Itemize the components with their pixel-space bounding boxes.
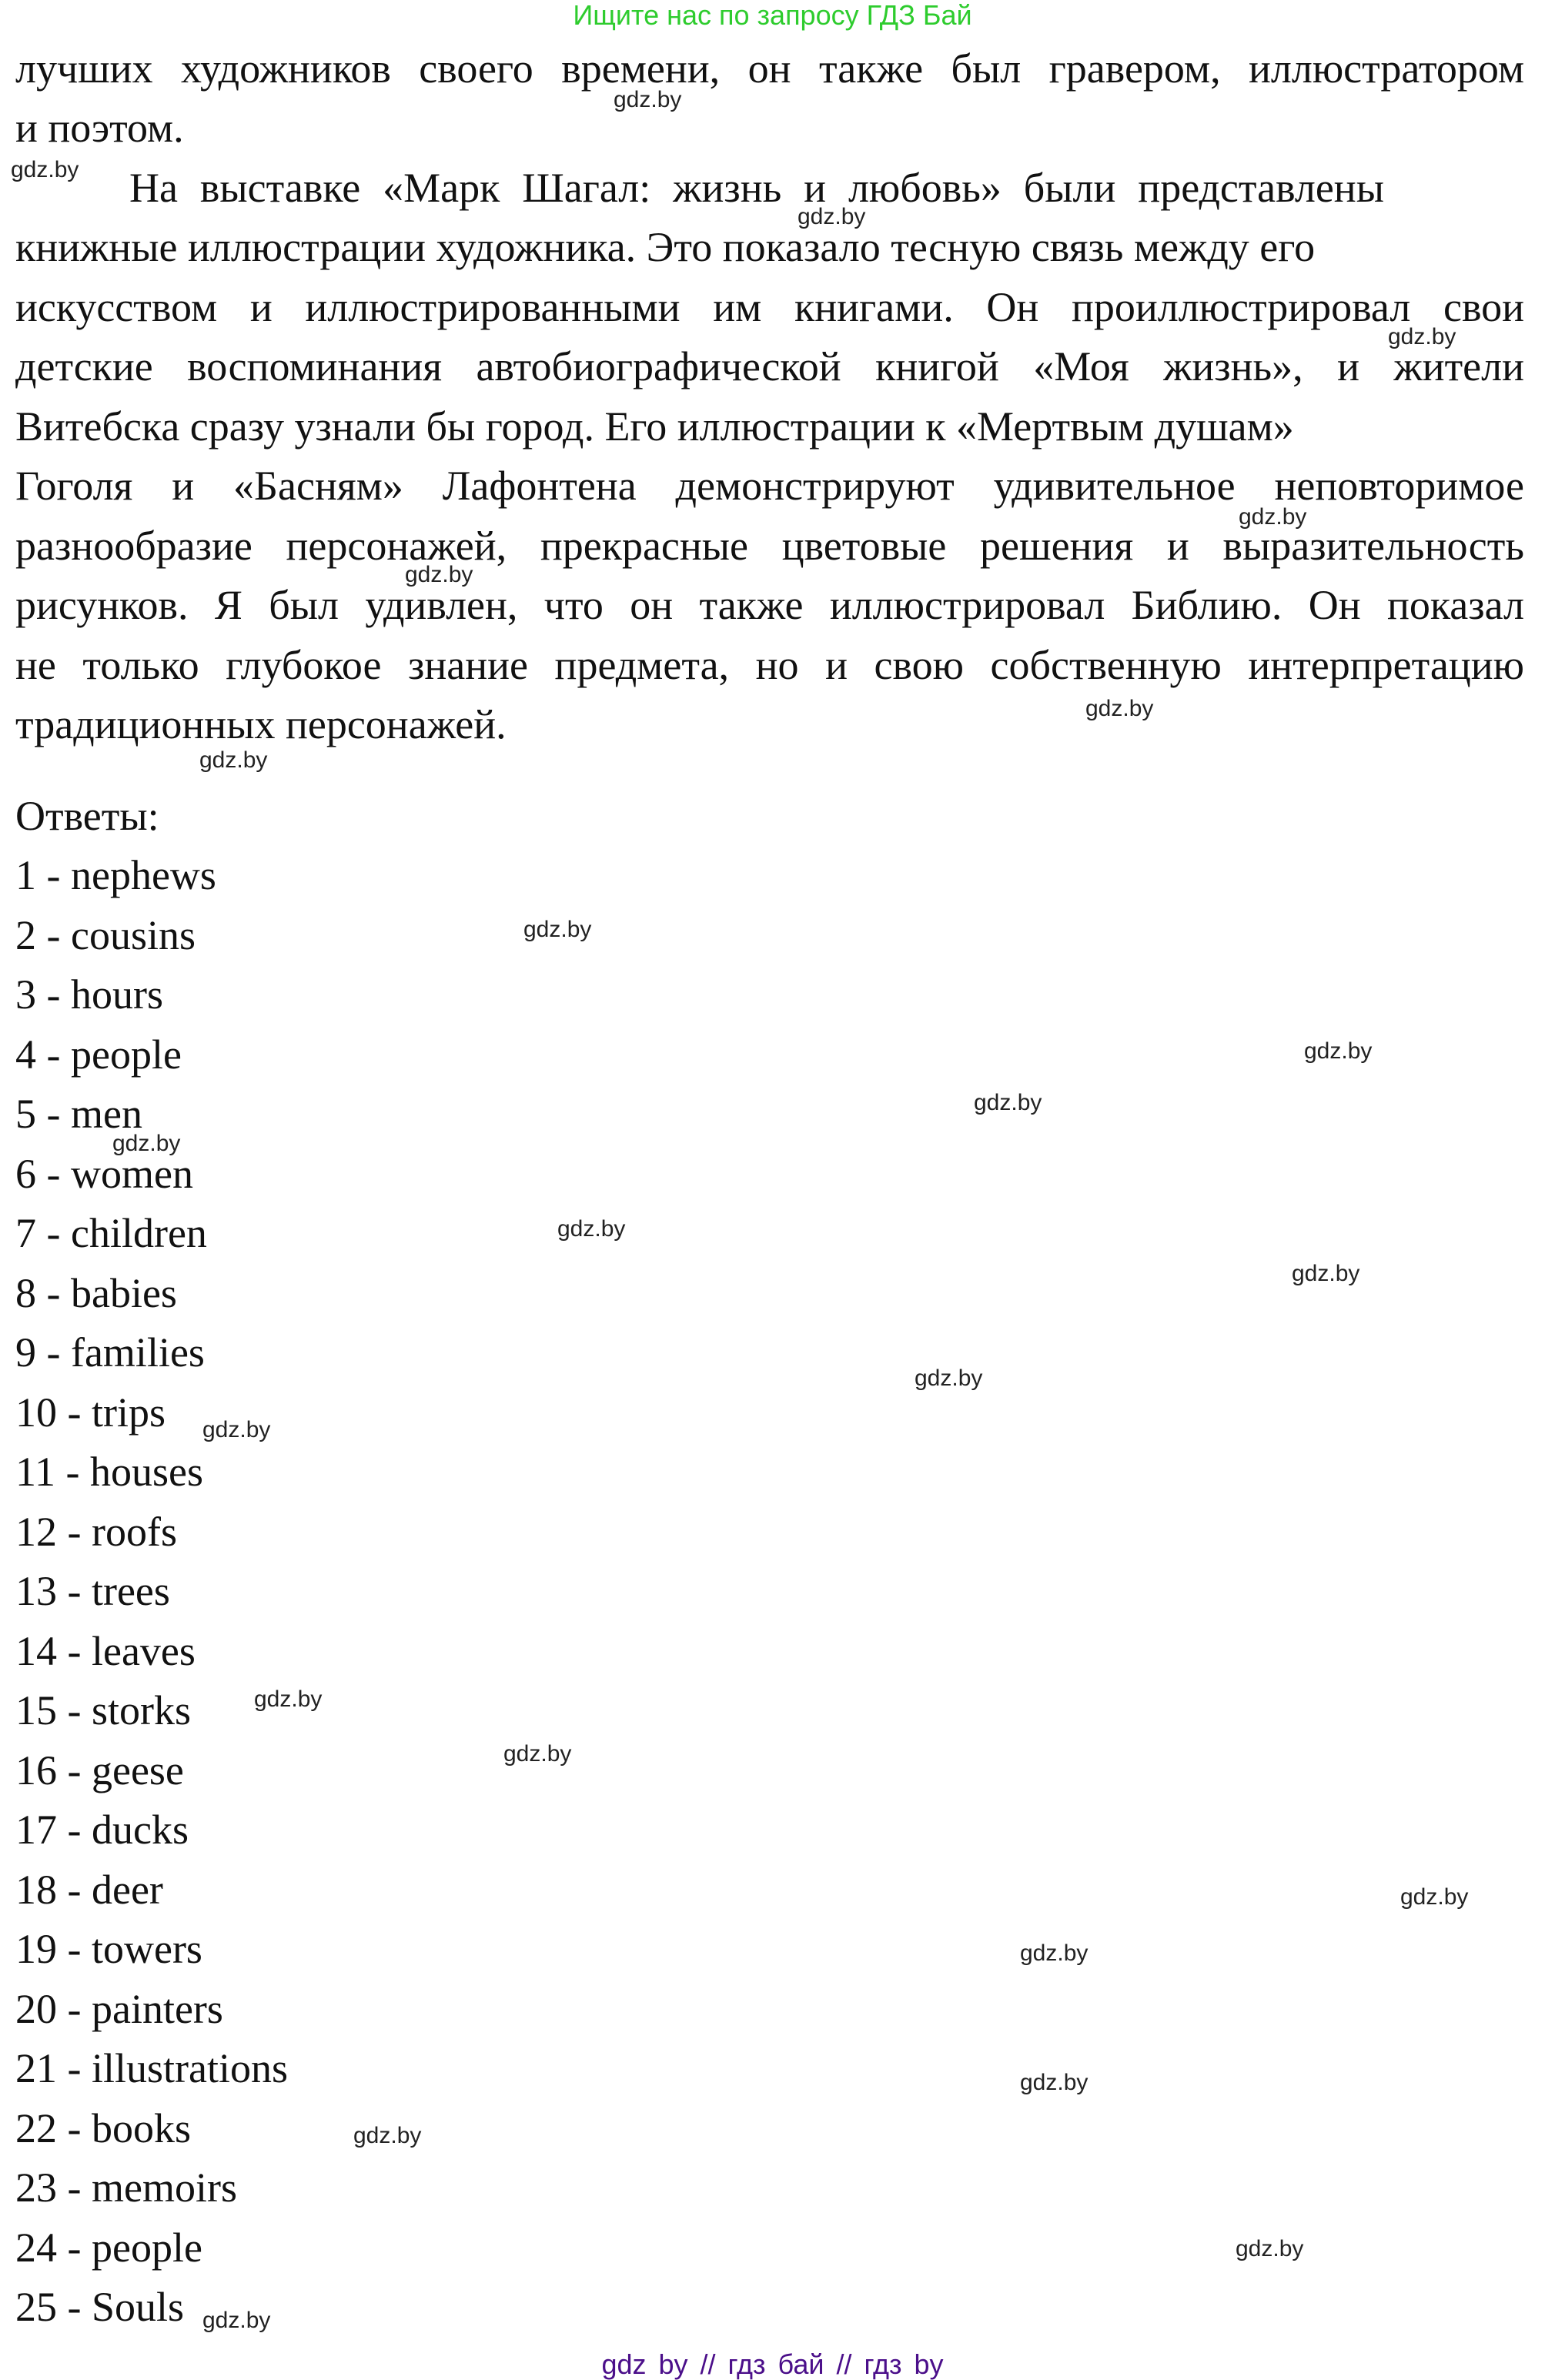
watermark-text: gdz.by [112, 1131, 181, 1156]
answer-item: 25 - Souls [15, 2284, 185, 2330]
answer-item: 4 - people [15, 1031, 182, 1078]
answer-item: 7 - children [15, 1210, 207, 1256]
paragraph-line: разнообразие персонажей, прекрасные цвет… [15, 523, 1524, 569]
answer-item: 24 - people [15, 2224, 202, 2271]
watermark-text: gdz.by [1020, 1940, 1089, 1966]
answer-item: 10 - trips [15, 1389, 166, 1436]
paragraph-line: Витебска сразу узнали бы город. Его иллю… [15, 403, 1294, 450]
answers-title: Ответы: [15, 793, 159, 839]
watermark-text: gdz.by [1304, 1038, 1373, 1064]
watermark-text: gdz.by [1400, 1884, 1469, 1910]
answer-item: 16 - geese [15, 1747, 184, 1793]
paragraph-line: книжные иллюстрации художника. Это показ… [15, 224, 1316, 270]
answer-item: 20 - painters [15, 1985, 223, 2032]
watermark-text: gdz.by [202, 1417, 271, 1442]
answer-item: 5 - men [15, 1091, 142, 1137]
paragraph-line: детские воспоминания автобиографической … [15, 343, 1524, 389]
paragraph-line: и поэтом. [15, 105, 184, 151]
watermark-text: gdz.by [523, 917, 592, 942]
paragraph-line: традиционных персонажей. [15, 701, 507, 747]
answer-item: 12 - roofs [15, 1508, 177, 1555]
answer-item: 8 - babies [15, 1269, 177, 1316]
answer-item: 22 - books [15, 2104, 191, 2151]
watermark-text: gdz.by [915, 1365, 983, 1391]
paragraph-line: не только глубокое знание предмета, но и… [15, 642, 1524, 688]
watermark-text: gdz.by [1239, 504, 1307, 530]
watermark-text: gdz.by [614, 87, 682, 112]
watermark-text: gdz.by [974, 1090, 1042, 1115]
watermark-text: gdz.by [1236, 2236, 1304, 2261]
paragraph-line: рисунков. Я был удивлен, что он также ил… [15, 582, 1524, 628]
watermark-text: gdz.by [1085, 696, 1154, 721]
answer-item: 13 - trees [15, 1568, 170, 1614]
watermark-text: gdz.by [557, 1216, 626, 1242]
watermark-text: gdz.by [353, 2123, 422, 2148]
watermark-text: gdz.by [254, 1686, 323, 1712]
watermark-text: gdz.by [1388, 324, 1456, 349]
answer-item: 2 - cousins [15, 911, 196, 958]
answer-item: 23 - memoirs [15, 2164, 237, 2211]
watermark-text: gdz.by [202, 2308, 271, 2333]
paragraph-line: Гоголя и «Басням» Лафонтена демонстрирую… [15, 463, 1524, 509]
watermark-text: gdz.by [1020, 2070, 1089, 2095]
answer-item: 15 - storks [15, 1687, 191, 1733]
search-hint-banner: Ищите нас по запросу ГДЗ Бай [573, 0, 972, 31]
watermark-text: gdz.by [798, 204, 866, 229]
watermark-text: gdz.by [1292, 1261, 1360, 1286]
paragraph-line: искусством и иллюстрированными им книгам… [15, 284, 1524, 330]
answer-item: 17 - ducks [15, 1807, 189, 1853]
answer-item: 11 - houses [15, 1449, 203, 1495]
paragraph-line: лучших художников своего времени, он так… [15, 45, 1524, 92]
answer-item: 1 - nephews [15, 852, 216, 898]
answer-item: 21 - illustrations [15, 2045, 288, 2091]
answer-item: 19 - towers [15, 1926, 202, 1972]
answer-item: 18 - deer [15, 1866, 163, 1913]
paragraph-line: На выставке «Марк Шагал: жизнь и любовь»… [129, 165, 1384, 211]
watermark-text: gdz.by [405, 562, 473, 587]
watermark-text: gdz.by [199, 747, 268, 773]
answer-item: 3 - hours [15, 971, 163, 1018]
watermark-text: gdz.by [503, 1741, 572, 1767]
watermark-text: gdz.by [11, 157, 79, 182]
answer-item: 9 - families [15, 1329, 205, 1376]
answer-item: 14 - leaves [15, 1627, 196, 1674]
footer-links: gdz by // гдз бай // гдз by [601, 2348, 944, 2380]
answer-item: 6 - women [15, 1150, 193, 1197]
